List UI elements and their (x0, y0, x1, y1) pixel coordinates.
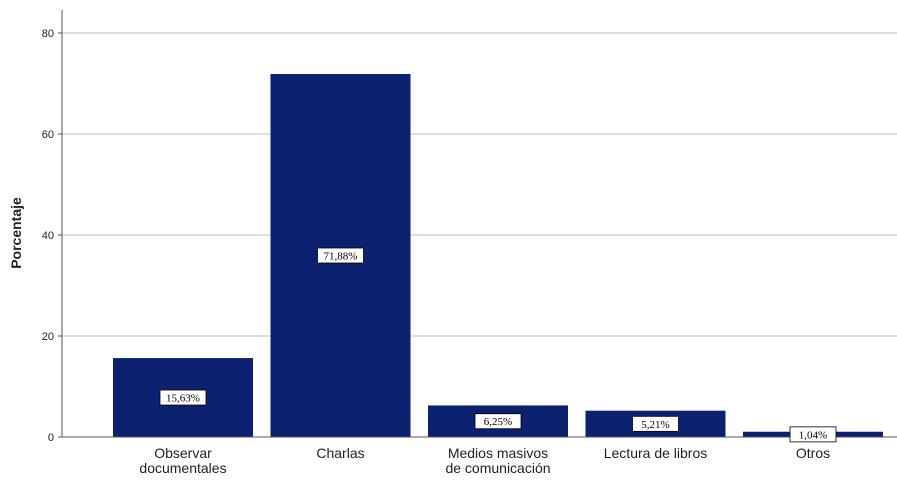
data-label: 6,25% (474, 413, 522, 430)
y-tick-label: 80 (42, 28, 54, 40)
x-category-label: Lectura de libros (604, 445, 708, 461)
svg-text:1,04%: 1,04% (799, 429, 827, 441)
data-label: 1,04% (789, 426, 837, 443)
data-label: 5,21% (632, 415, 679, 432)
x-category-label: Medios masivos de comunicación (445, 445, 550, 476)
svg-text:5,21%: 5,21% (641, 419, 669, 431)
svg-text:15,63%: 15,63% (166, 393, 200, 405)
axes: 0 20 40 60 80 Observar documentales Charlas Medi… (42, 10, 897, 476)
data-label: 71,88% (317, 247, 364, 264)
gridlines (62, 32, 897, 337)
y-tick-label: 20 (42, 331, 54, 343)
x-category-label: Charlas (316, 445, 364, 461)
svg-text:6,25%: 6,25% (484, 416, 512, 428)
data-labels: 15,63% 71,88% 6,25% 5,21% 1,04% (159, 247, 837, 443)
bars (113, 74, 883, 438)
y-tick-label: 60 (42, 129, 54, 141)
x-category-label: Observar documentales (139, 445, 226, 476)
svg-text:71,88%: 71,88% (324, 251, 358, 263)
x-category-label: Otros (796, 445, 830, 461)
y-axis-title: Porcentaje (8, 197, 24, 269)
data-label: 15,63% (159, 389, 207, 406)
y-tick-label: 40 (42, 230, 54, 242)
y-tick-label: 0 (48, 432, 54, 444)
